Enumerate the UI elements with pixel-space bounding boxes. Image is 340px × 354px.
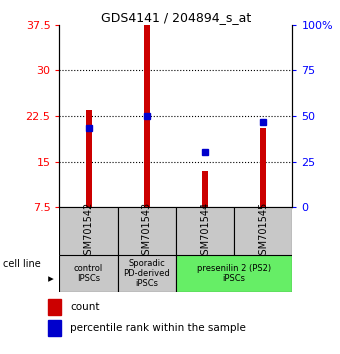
- Text: GSM701543: GSM701543: [142, 201, 152, 261]
- Text: GSM701542: GSM701542: [84, 201, 94, 261]
- Bar: [48, 298, 61, 315]
- Text: percentile rank within the sample: percentile rank within the sample: [70, 323, 246, 333]
- Text: cell line: cell line: [3, 259, 41, 269]
- Bar: [176, 255, 292, 292]
- Text: GSM701545: GSM701545: [258, 201, 268, 261]
- Text: GSM701544: GSM701544: [200, 201, 210, 261]
- Title: GDS4141 / 204894_s_at: GDS4141 / 204894_s_at: [101, 11, 251, 24]
- Text: presenilin 2 (PS2)
iPSCs: presenilin 2 (PS2) iPSCs: [197, 264, 271, 283]
- Bar: [202, 171, 208, 207]
- Bar: [86, 110, 91, 207]
- Bar: [118, 207, 176, 255]
- Bar: [59, 255, 118, 292]
- Text: Sporadic
PD-derived
iPSCs: Sporadic PD-derived iPSCs: [123, 258, 170, 289]
- Bar: [234, 207, 292, 255]
- Bar: [144, 25, 150, 207]
- Bar: [59, 207, 118, 255]
- Bar: [260, 128, 266, 207]
- Bar: [118, 255, 176, 292]
- Bar: [48, 320, 61, 336]
- Bar: [176, 207, 234, 255]
- Text: count: count: [70, 302, 100, 312]
- Text: control
IPSCs: control IPSCs: [74, 264, 103, 283]
